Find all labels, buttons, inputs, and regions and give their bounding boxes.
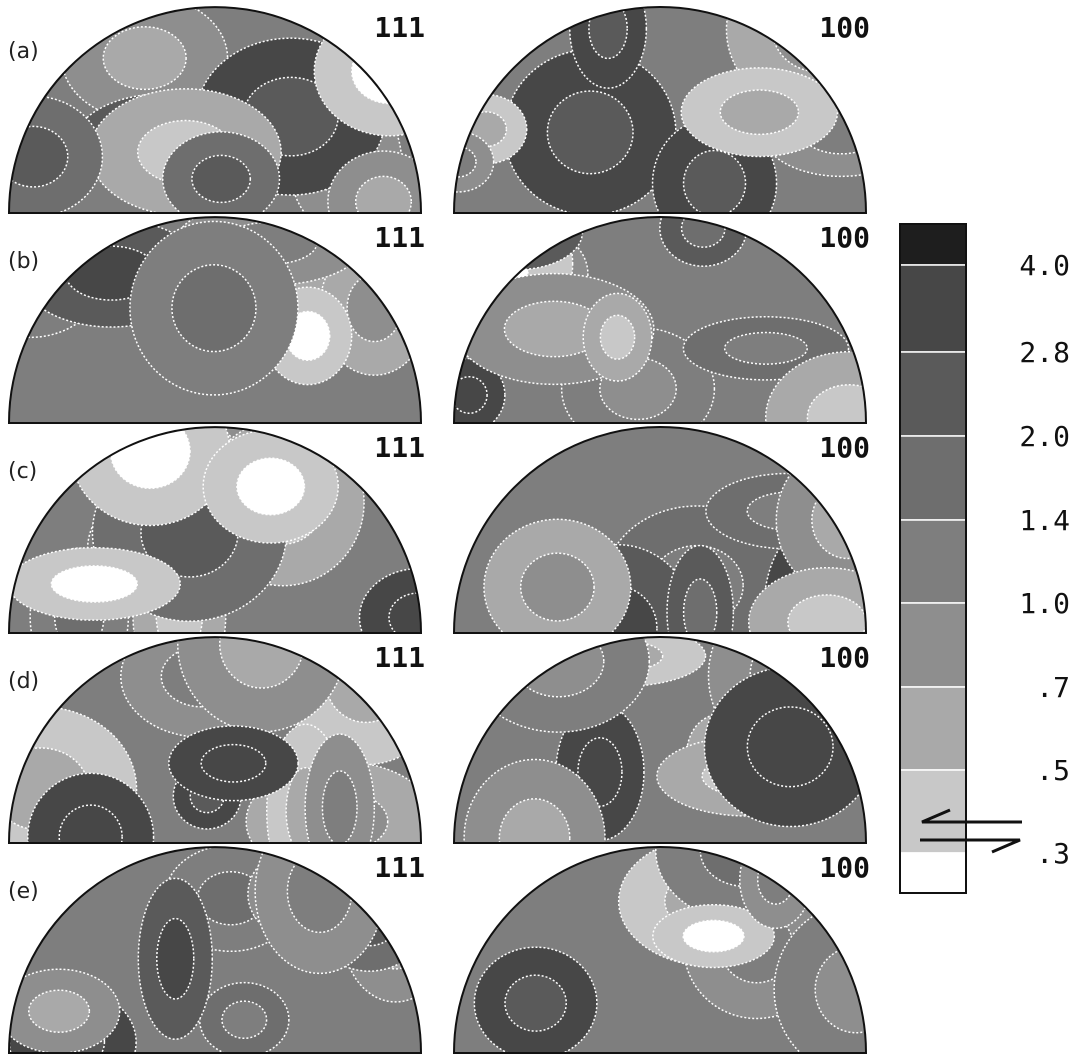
pole-outline — [452, 426, 868, 634]
contour-core — [454, 375, 488, 414]
pole-figure — [9, 427, 421, 633]
contour-core — [321, 770, 358, 843]
arrow-left — [921, 808, 1022, 824]
contour-core — [200, 743, 267, 783]
contour-core — [171, 264, 257, 353]
legend-label: 2.8 — [1019, 336, 1070, 369]
pole-label: 111 — [374, 11, 425, 44]
contour-core — [354, 175, 413, 214]
contour-core — [498, 798, 571, 843]
contour-core — [519, 552, 595, 622]
contour-core — [109, 427, 191, 490]
contour-core — [723, 331, 808, 365]
row-label: (b) — [8, 249, 39, 274]
row-label: (a) — [8, 39, 39, 64]
contour-core — [102, 26, 187, 91]
legend-label: .5 — [1036, 754, 1070, 787]
legend-swatch — [899, 435, 967, 521]
arrow-right — [920, 838, 1021, 854]
contour-core — [28, 989, 91, 1033]
pole-label: 100 — [819, 221, 870, 254]
pole-label: 100 — [819, 11, 870, 44]
pole-outline — [452, 846, 868, 1054]
legend-label: 2.0 — [1019, 420, 1070, 453]
legend-swatch — [899, 223, 967, 266]
pole-figure — [9, 637, 421, 843]
pole-outline — [452, 216, 868, 424]
contour-core — [546, 90, 634, 175]
pole-figures: (a) 111 100 (b) 111 100 (c) 111 100 (d) 111 100 (e) 1… — [7, 6, 870, 1054]
contour-core — [682, 578, 718, 633]
contour-core — [221, 1000, 268, 1040]
contour-core — [719, 89, 800, 136]
pole-label: 100 — [819, 851, 870, 884]
legend: 4.0 2.8 2.0 1.4 1.0 .7 .5 .3 — [899, 223, 1070, 894]
pole-label: 111 — [374, 431, 425, 464]
contour-core — [50, 565, 139, 603]
pole-figure — [454, 427, 866, 633]
contour-core — [156, 917, 195, 1000]
contour-core — [682, 919, 745, 953]
legend-label: .3 — [1036, 837, 1070, 870]
contour-core — [504, 974, 567, 1032]
pole-label: 100 — [819, 431, 870, 464]
contour-core — [588, 7, 628, 60]
contour-core — [388, 592, 421, 633]
legend-swatch — [899, 264, 967, 353]
row-label: (e) — [8, 879, 39, 904]
contour-core — [822, 469, 866, 509]
legend-swatch — [899, 351, 967, 437]
contour-core — [58, 804, 123, 843]
legend-label: 4.0 — [1019, 249, 1070, 282]
pole-outline — [7, 636, 423, 844]
legend-swatch — [899, 852, 967, 894]
contour-core — [9, 125, 69, 188]
contour-core — [599, 314, 636, 360]
contour-core — [746, 706, 834, 788]
legend-swatch — [899, 519, 967, 604]
legend-label: .7 — [1036, 671, 1070, 704]
pole-label: 111 — [374, 221, 425, 254]
pole-outline — [7, 6, 423, 214]
pole-outline — [452, 6, 868, 214]
contour-core — [191, 154, 252, 204]
contour-core — [756, 854, 795, 905]
contour-core — [346, 273, 403, 343]
legend-label: 1.4 — [1019, 504, 1070, 537]
pole-label: 100 — [819, 641, 870, 674]
pole-label: 111 — [374, 851, 425, 884]
contour-region — [454, 131, 495, 193]
row-label: (d) — [8, 669, 39, 694]
legend-swatch — [899, 602, 967, 688]
pole-outline — [452, 636, 868, 844]
contour-core — [680, 217, 726, 248]
legend-swatch — [899, 686, 967, 771]
legend-frame — [899, 223, 967, 894]
pole-outline — [7, 846, 423, 1054]
pole-outline — [7, 216, 423, 424]
pole-outline — [7, 426, 423, 634]
legend-label: 1.0 — [1019, 587, 1070, 620]
row-label: (c) — [8, 459, 37, 484]
contour-region — [739, 847, 813, 929]
contour-core — [682, 149, 747, 213]
contour-core — [236, 457, 306, 516]
shear-arrows — [920, 808, 1022, 854]
contour-core — [787, 594, 866, 633]
pole-label: 111 — [374, 641, 425, 674]
pole-figure — [454, 637, 866, 843]
contour-core — [806, 384, 866, 423]
contour-core — [483, 217, 551, 252]
